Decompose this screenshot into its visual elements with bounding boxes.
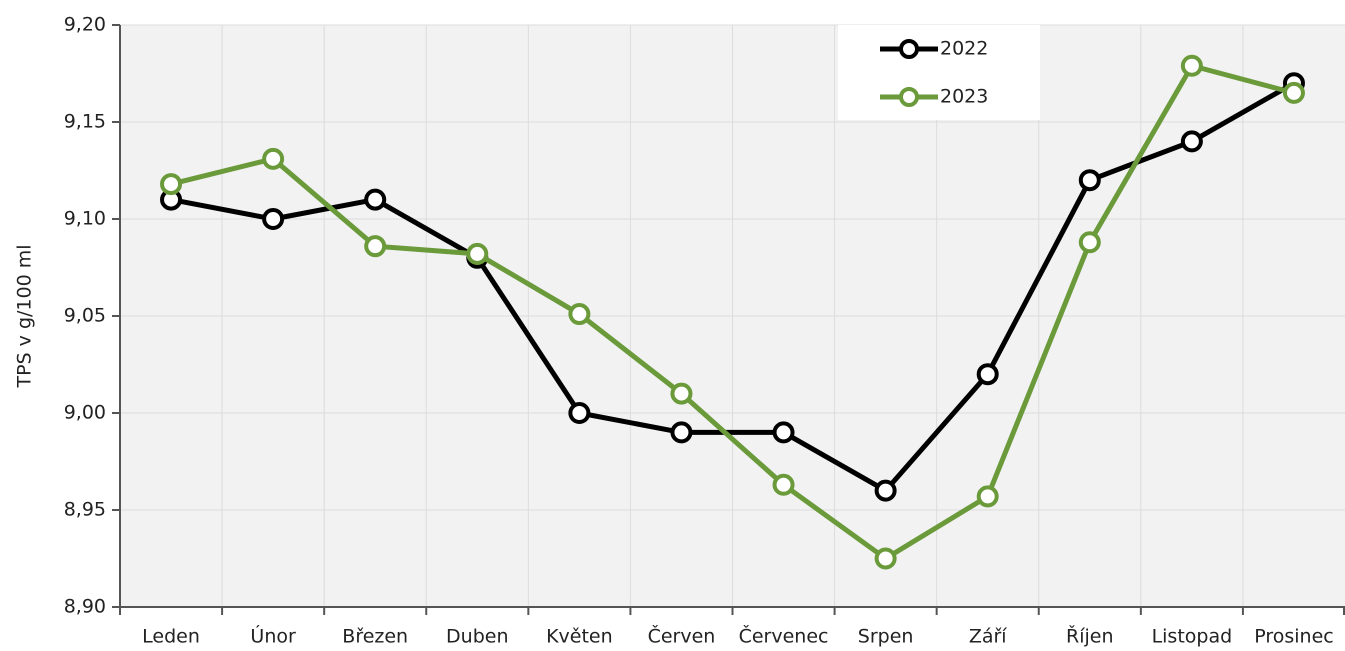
point [874,547,897,570]
y-axis-label: TPS v g/100 ml [14,244,36,388]
point [772,421,795,444]
point [568,402,591,424]
point [976,485,999,508]
point [874,479,897,502]
x-tick-label: Listopad [1152,626,1233,648]
point [466,242,489,265]
x-tick-label: Prosinec [1254,626,1334,648]
y-tick-label: 9,15 [64,111,106,133]
x-tick-label: Květen [546,626,613,648]
point [1078,231,1101,254]
point [772,473,795,496]
y-tick-label: 8,90 [64,596,106,618]
legend-label: 2022 [940,38,988,60]
legend-label: 2023 [940,86,988,108]
point [364,188,387,211]
x-tick-label: Srpen [858,626,914,648]
y-tick-label: 9,10 [64,208,106,230]
legend-marker [899,39,919,59]
point [364,235,387,258]
x-tick-label: Říjen [1066,625,1114,648]
x-tick-label: Únor [250,624,296,648]
legend-marker [899,87,919,107]
y-tick-label: 9,00 [64,402,106,424]
x-tick-label: Březen [342,626,408,648]
x-tick-label: Červenec [739,624,829,648]
point [976,363,999,386]
y-tick-label: 9,20 [64,14,106,36]
series-line [170,81,1296,494]
x-tick-label: Leden [142,626,200,648]
x-tick-label: Červen [648,624,716,648]
point [1180,130,1203,153]
series-line [170,63,1295,561]
point [1078,169,1101,192]
legend-box [838,25,1040,120]
y-tick-label: 8,95 [64,499,106,521]
point [568,303,591,326]
point [160,173,183,196]
point [670,382,693,405]
y-tick-label: 9,05 [64,305,106,327]
point [670,421,693,444]
point [1180,54,1203,77]
x-tick-label: Září [969,626,1007,648]
point [1282,81,1305,104]
point [262,147,285,170]
point [262,208,285,230]
x-tick-label: Duben [446,626,508,648]
